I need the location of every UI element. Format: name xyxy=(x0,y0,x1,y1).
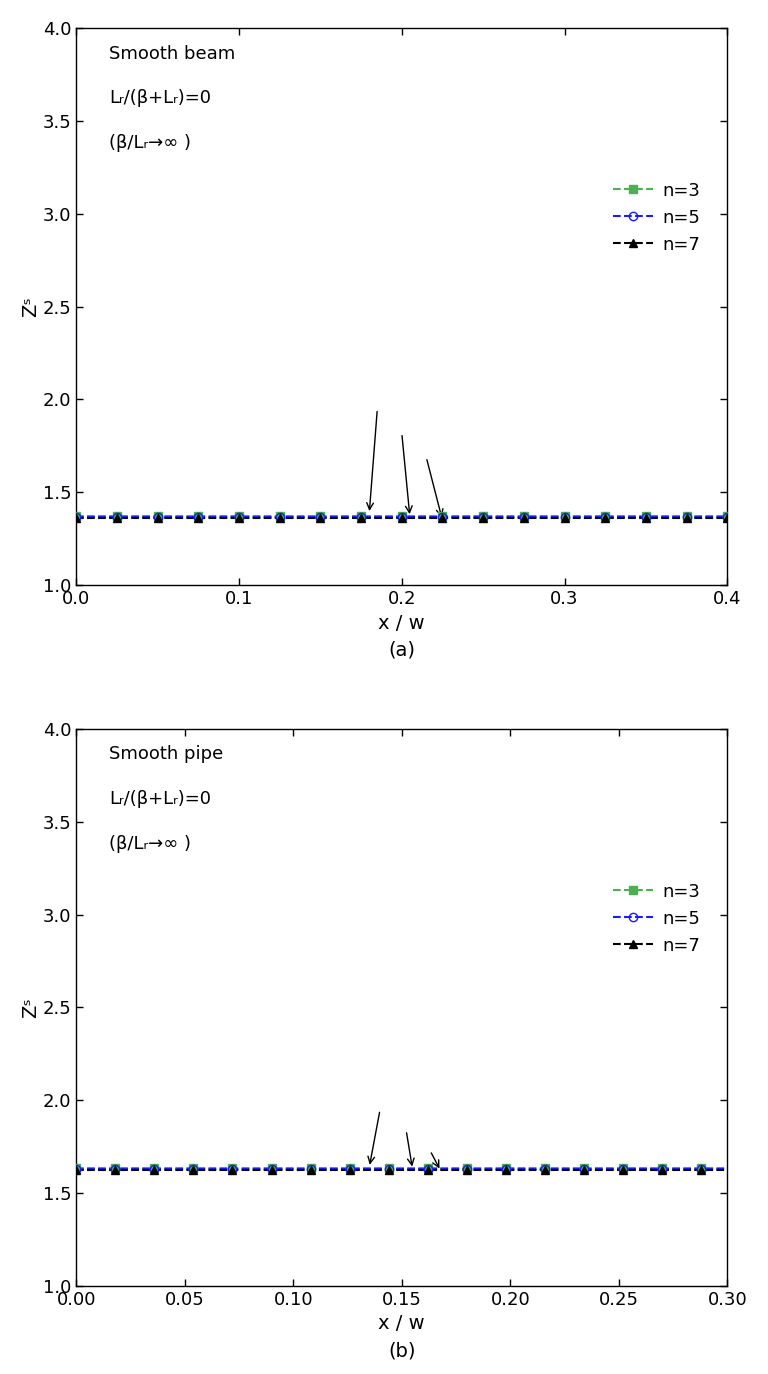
Legend: n=3, n=5, n=7: n=3, n=5, n=7 xyxy=(607,877,705,960)
Y-axis label: Zˢ: Zˢ xyxy=(21,998,40,1018)
Text: Lᵣ/(β+Lᵣ)=0: Lᵣ/(β+Lᵣ)=0 xyxy=(109,89,210,107)
Text: Smooth beam: Smooth beam xyxy=(109,44,235,63)
Text: (b): (b) xyxy=(388,1342,415,1360)
Text: Lᵣ/(β+Lᵣ)=0: Lᵣ/(β+Lᵣ)=0 xyxy=(109,790,210,808)
Legend: n=3, n=5, n=7: n=3, n=5, n=7 xyxy=(607,176,705,260)
Text: (β/Lᵣ→∞ ): (β/Lᵣ→∞ ) xyxy=(109,834,190,853)
X-axis label: x / w: x / w xyxy=(379,614,425,632)
Y-axis label: Zˢ: Zˢ xyxy=(21,297,40,317)
Text: (β/Lᵣ→∞ ): (β/Lᵣ→∞ ) xyxy=(109,133,190,151)
X-axis label: x / w: x / w xyxy=(379,1315,425,1334)
Text: Smooth pipe: Smooth pipe xyxy=(109,746,223,764)
Text: (a): (a) xyxy=(389,640,415,660)
